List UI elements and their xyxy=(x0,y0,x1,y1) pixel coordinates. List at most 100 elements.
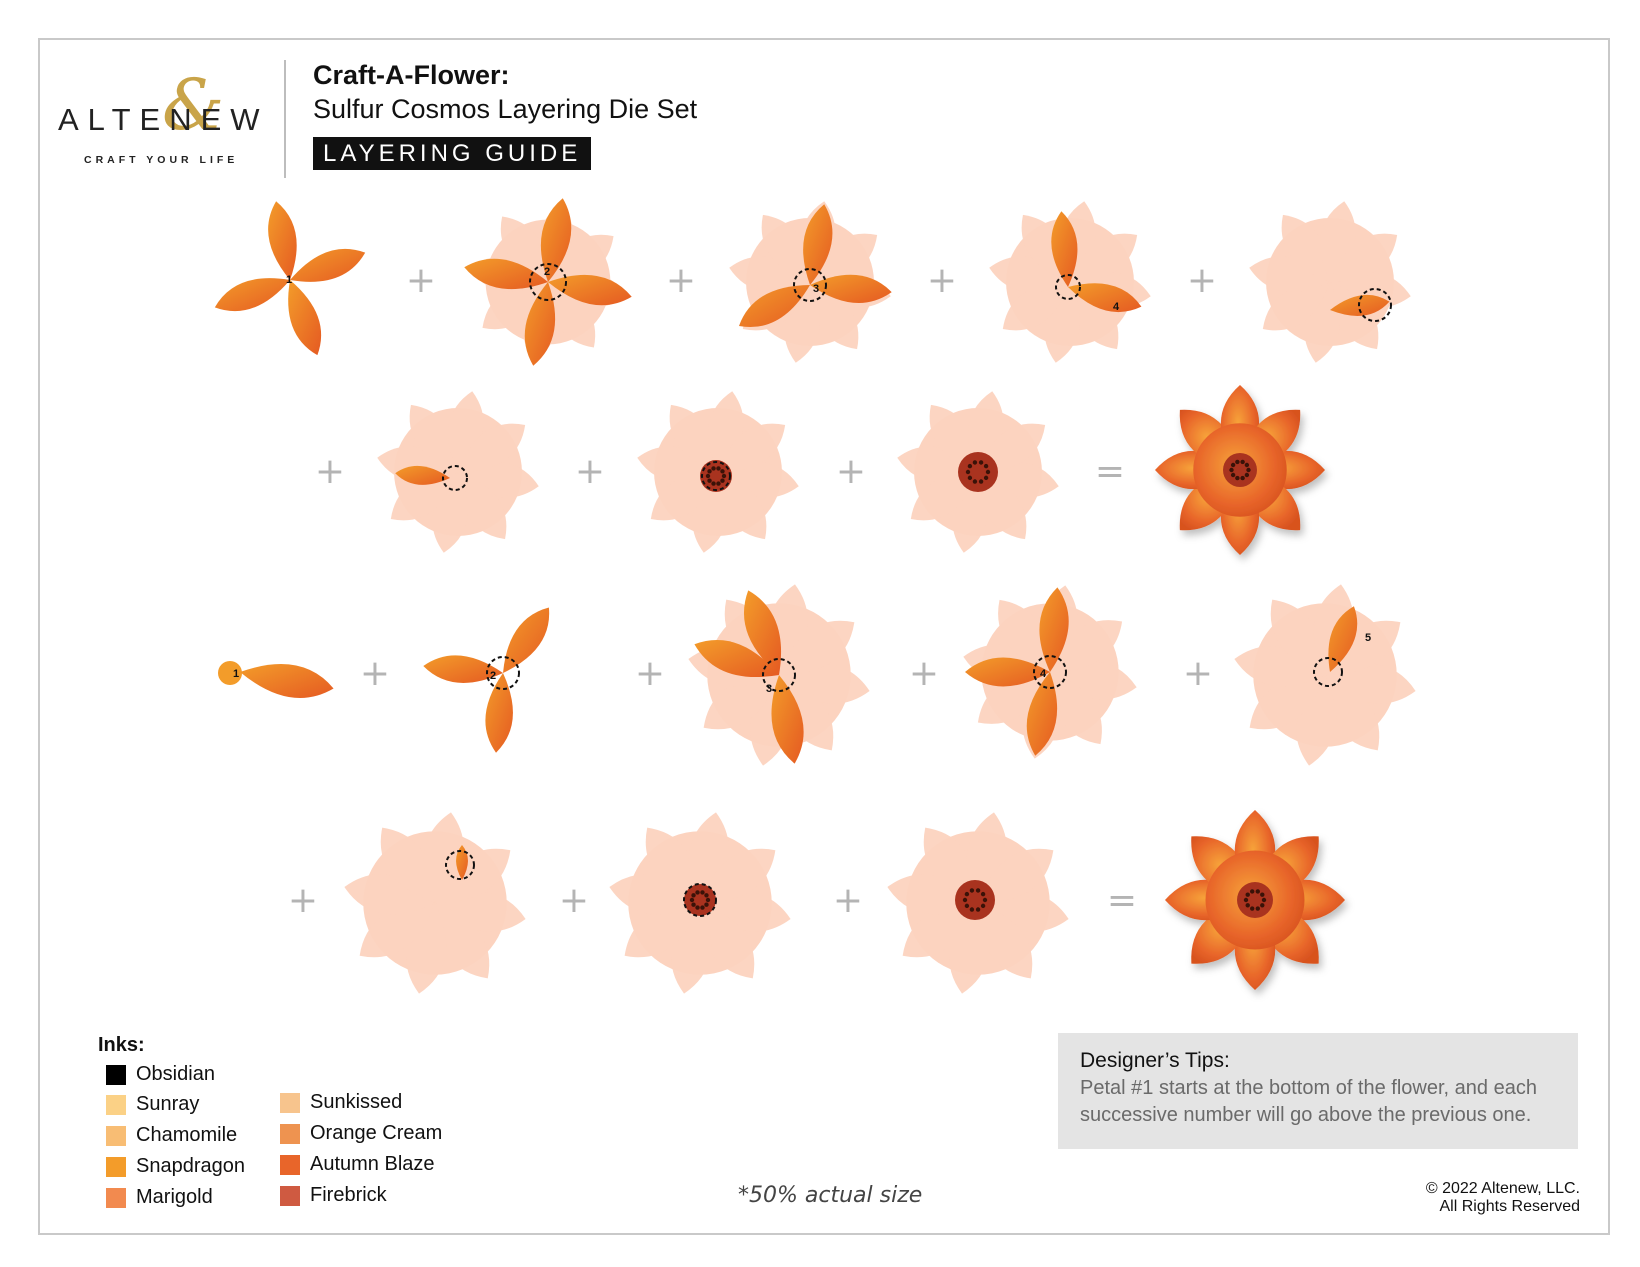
ink-label: Marigold xyxy=(136,1186,213,1208)
layer-petal xyxy=(268,201,297,280)
stamen-dot xyxy=(691,893,696,898)
base-petal xyxy=(1270,599,1325,675)
stamen-dot xyxy=(1255,906,1260,911)
base-petal xyxy=(978,462,1059,498)
stamen-dot xyxy=(716,466,721,471)
base-petal xyxy=(718,462,799,498)
stamen-dot xyxy=(1245,903,1250,908)
ink-chamomile: Chamomile xyxy=(106,1124,237,1147)
base-petal xyxy=(718,472,767,540)
base-petal xyxy=(700,848,776,903)
stamen-dot xyxy=(1261,897,1267,903)
stamen-dot xyxy=(967,475,973,481)
layer-petal xyxy=(810,274,892,304)
ink-autumn-blaze: Autumn Blaze xyxy=(280,1153,435,1176)
stamen-dot xyxy=(964,891,970,897)
base-petal xyxy=(432,472,468,553)
base-petal xyxy=(952,472,988,553)
ink-label: Chamomile xyxy=(136,1124,238,1146)
ink-sunray: Sunray xyxy=(106,1093,199,1116)
plus-sign: + xyxy=(666,260,696,301)
base-petal xyxy=(989,256,1070,292)
stamen-dot xyxy=(704,893,709,898)
layering-guide-badge: LAYERING GUIDE xyxy=(313,137,592,170)
layer-petal xyxy=(423,655,503,683)
plus-sign: + xyxy=(406,260,436,301)
base-petal xyxy=(435,848,511,903)
stamen-dot xyxy=(1255,889,1260,894)
equals-sign: = xyxy=(1095,451,1125,492)
stamen-dot xyxy=(1230,472,1236,478)
base-petal xyxy=(1050,620,1123,672)
stamen-dot xyxy=(691,902,696,907)
base-petal xyxy=(423,812,464,903)
layer-petal xyxy=(395,465,450,485)
ink-label: Snapdragon xyxy=(136,1155,245,1177)
stamen-dot xyxy=(962,897,968,903)
plus-sign: + xyxy=(836,451,866,492)
stamen-dot xyxy=(721,473,727,479)
stamen-dot xyxy=(978,479,984,484)
base-petal xyxy=(435,891,526,932)
step-number: 2 xyxy=(544,266,550,278)
base-petal xyxy=(1325,675,1380,751)
placement-ring xyxy=(683,883,717,917)
base-petal xyxy=(779,675,834,751)
ink-snapdragon: Snapdragon xyxy=(106,1155,245,1178)
base-petal xyxy=(1249,675,1325,730)
base-petal xyxy=(1050,661,1137,700)
placement-ring xyxy=(1358,288,1392,322)
base-petal xyxy=(1070,233,1138,282)
stamen-dot xyxy=(695,890,700,895)
base-petal xyxy=(548,282,596,348)
ink-swatch xyxy=(106,1064,126,1085)
base-petal xyxy=(929,404,978,472)
base-petal xyxy=(624,903,700,958)
stamen-dot xyxy=(1235,459,1240,465)
base-petal xyxy=(458,472,507,540)
base-petal xyxy=(458,462,539,498)
inks-title: Inks: xyxy=(98,1034,145,1056)
guide-title: Craft-A-Flower: xyxy=(313,60,510,90)
base-petal xyxy=(637,446,718,482)
placement-ring xyxy=(793,268,827,302)
flower-center xyxy=(1237,882,1273,918)
base-petal xyxy=(1304,282,1340,363)
layer-petal xyxy=(1026,672,1058,756)
base-petal xyxy=(1325,663,1416,704)
ink-swatch xyxy=(106,1094,126,1115)
base-petal xyxy=(810,282,859,350)
layer-petal xyxy=(540,198,572,282)
base-petal xyxy=(406,903,447,994)
base-petal xyxy=(482,282,548,330)
placement-ring xyxy=(486,656,520,690)
guide-subtitle: Sulfur Cosmos Layering Die Set xyxy=(313,94,698,124)
base-petal xyxy=(949,903,990,994)
ink-marigold: Marigold xyxy=(106,1186,213,1209)
stamen-dot xyxy=(1244,472,1250,478)
plus-sign: + xyxy=(833,880,863,921)
ink-orange-cream: Orange Cream xyxy=(280,1122,442,1145)
layer-petal xyxy=(1328,606,1358,672)
stamen-dot xyxy=(965,469,971,475)
base-petal xyxy=(500,216,548,282)
plus-sign: + xyxy=(315,451,345,492)
layer-petal xyxy=(1039,587,1069,672)
stamen-dot xyxy=(969,907,975,912)
stamen-dot xyxy=(704,902,709,907)
flower-center xyxy=(1223,453,1257,487)
layer-petal xyxy=(485,673,513,753)
base-petal xyxy=(784,282,820,363)
stamen-dot xyxy=(716,481,721,486)
stamen-dot xyxy=(982,897,988,903)
base-petal xyxy=(1002,282,1070,331)
stamen-dot xyxy=(705,473,711,479)
tips-title: Designer’s Tips: xyxy=(1080,1049,1230,1072)
layer-petal xyxy=(965,657,1050,687)
stamen-dot xyxy=(720,478,725,483)
base-petal xyxy=(1330,233,1398,282)
stamen-dot xyxy=(705,897,711,903)
base-petal xyxy=(1249,256,1330,292)
flower-center xyxy=(955,880,995,920)
